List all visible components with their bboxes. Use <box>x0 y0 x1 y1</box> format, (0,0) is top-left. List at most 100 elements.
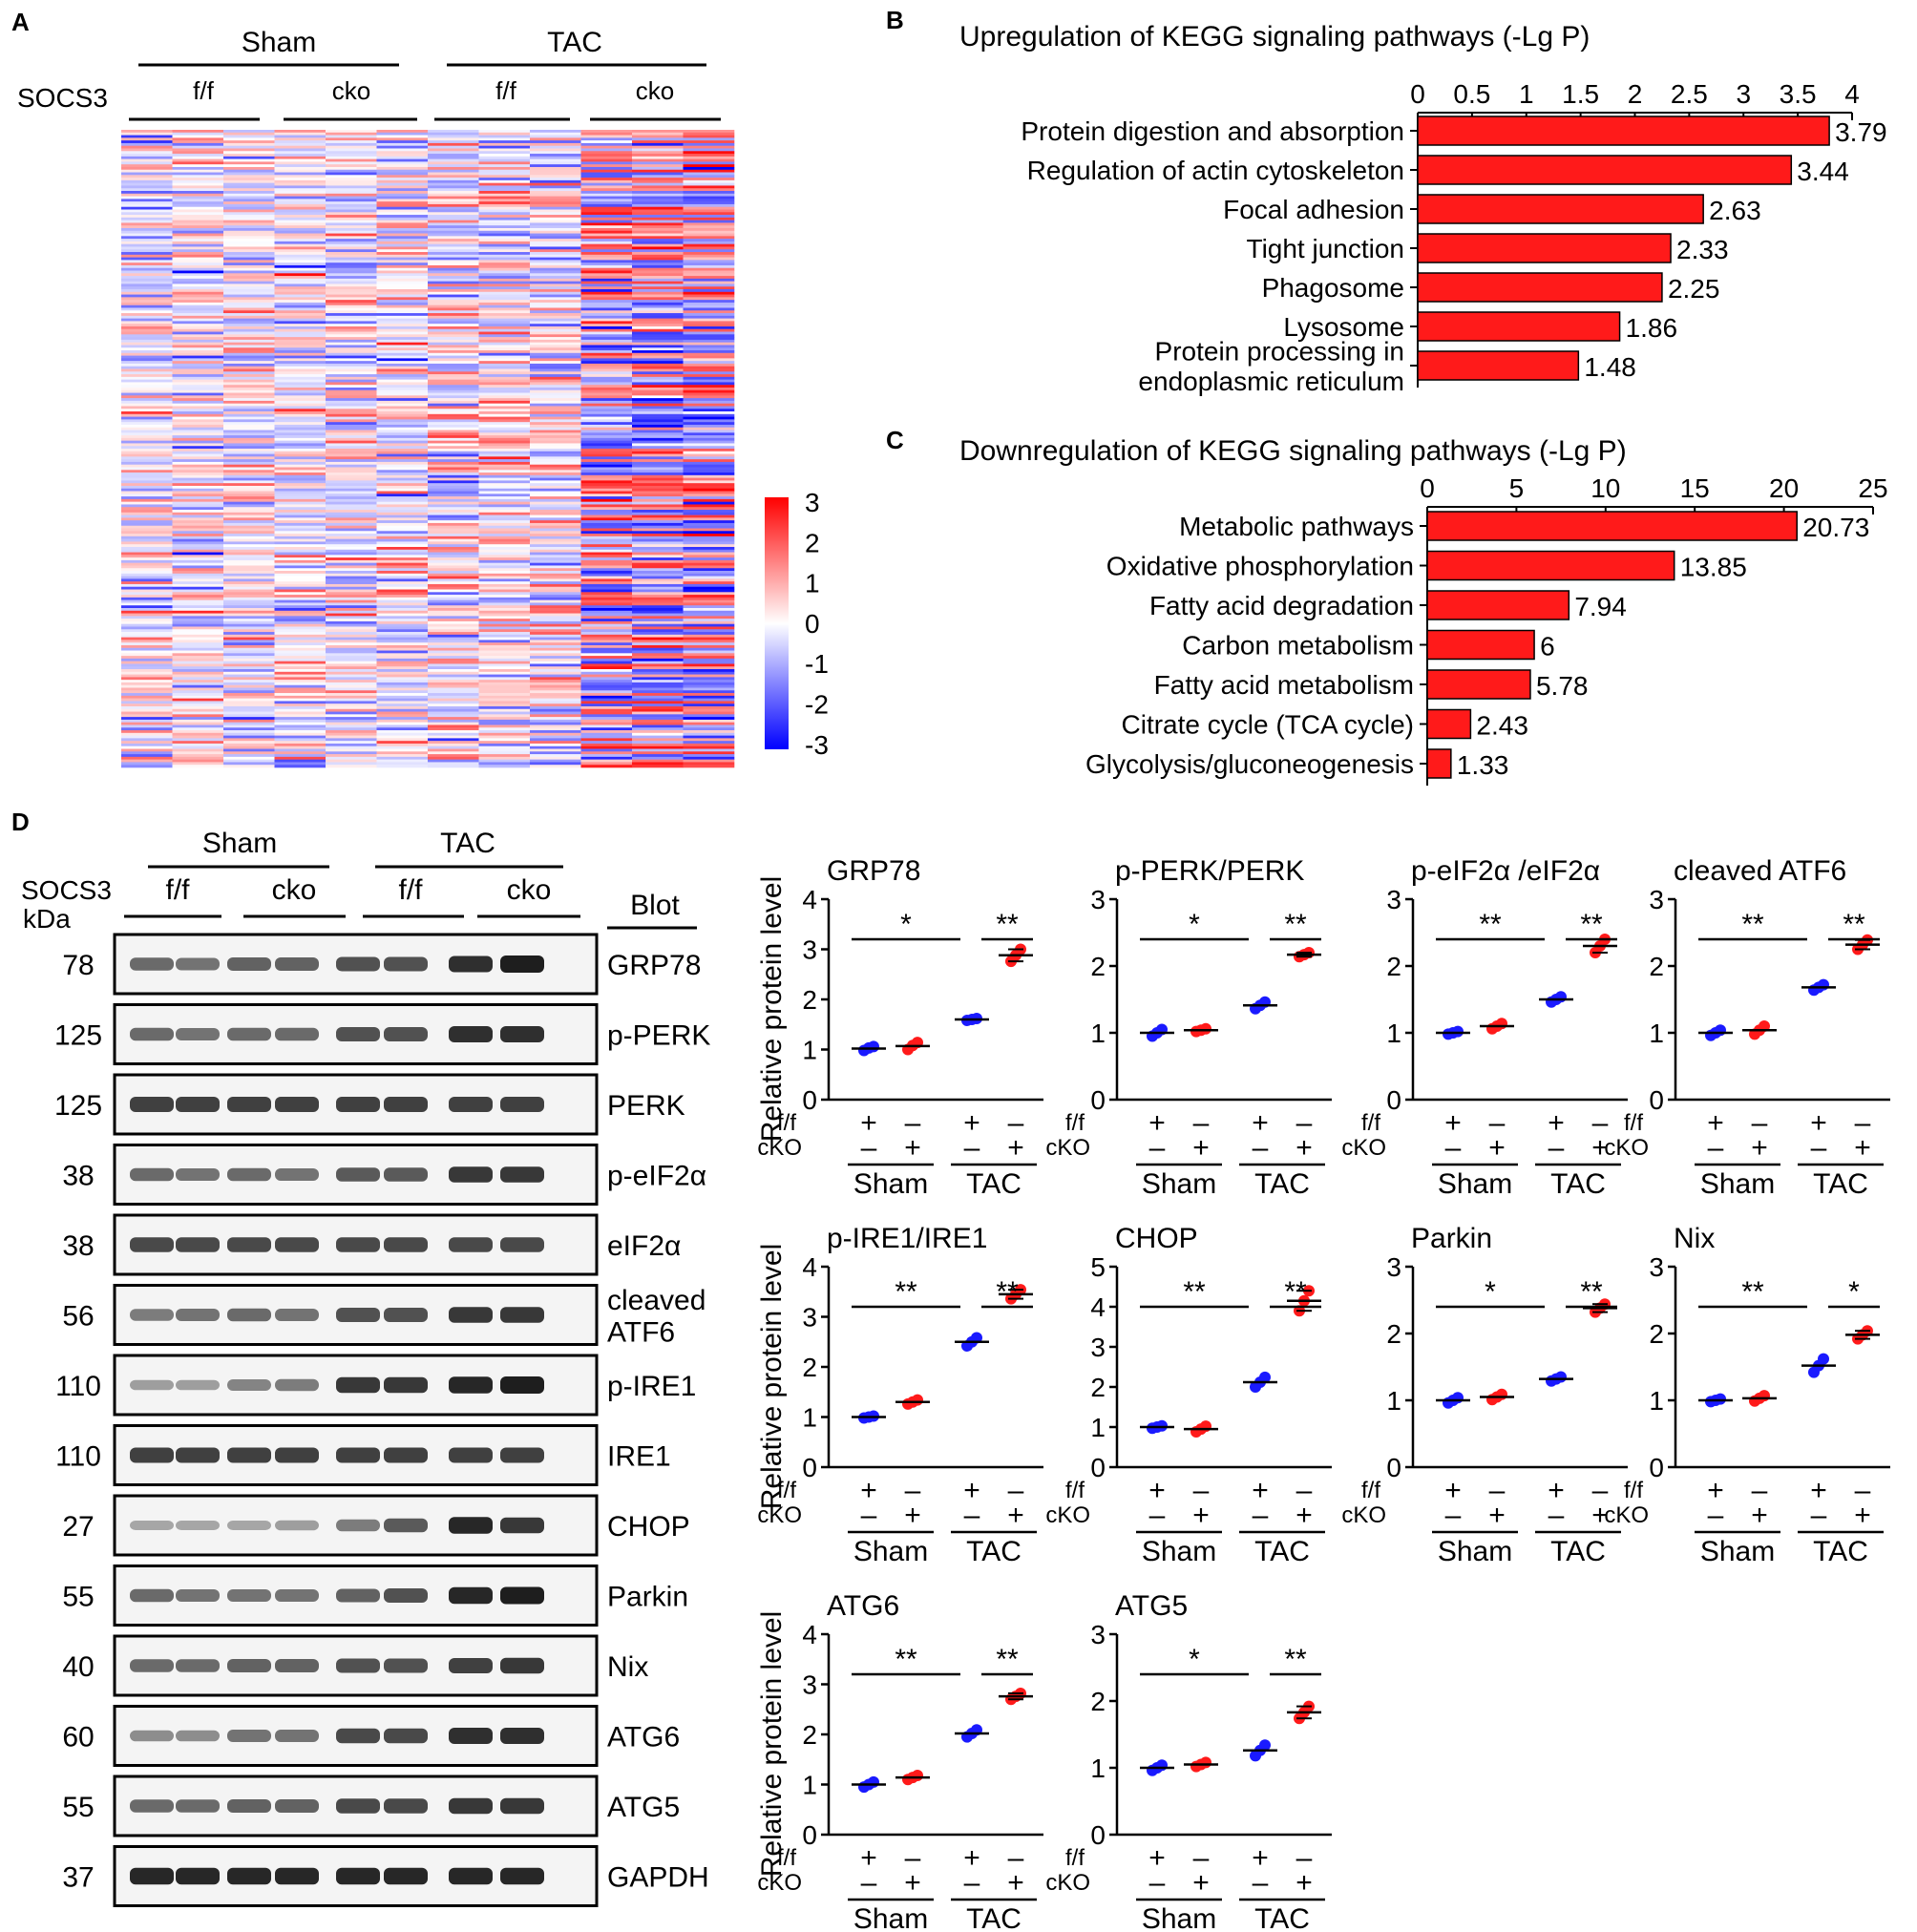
heatmap-cell <box>683 392 735 396</box>
heatmap-cell <box>172 552 224 556</box>
heatmap-cell <box>326 371 377 375</box>
heatmap-cell <box>632 209 684 213</box>
heatmap-cell <box>223 215 275 219</box>
heatmap-cell <box>274 446 327 450</box>
heatmap-cell <box>580 562 633 566</box>
heatmap-cell <box>376 608 429 612</box>
heatmap-cell <box>580 472 633 476</box>
data-point <box>912 1394 923 1406</box>
heatmap-cell <box>478 363 531 368</box>
blot-protein-label: cleaved ATF6 <box>607 1285 706 1349</box>
heatmap-cell <box>683 549 735 553</box>
heatmap-cell <box>172 477 224 481</box>
heatmap-cell <box>326 666 377 670</box>
heatmap-cell <box>428 156 479 159</box>
heatmap-cell <box>376 682 429 686</box>
x-tick-label: 1 <box>1519 79 1534 109</box>
heatmap-cell <box>683 435 735 439</box>
heatmap-cell <box>223 284 275 287</box>
heatmap-cell <box>428 324 479 327</box>
heatmap-cell <box>580 193 633 197</box>
heatmap-cell <box>274 578 327 582</box>
blot-band <box>449 1097 493 1112</box>
heatmap-cell <box>274 236 327 240</box>
heatmap-cell <box>274 534 327 537</box>
heatmap-cell <box>428 437 479 441</box>
heatmap-cell <box>376 368 429 372</box>
heatmap-cell <box>632 640 684 643</box>
ff-sign: – <box>1008 1475 1024 1506</box>
heatmap-cell <box>326 677 377 681</box>
heatmap-cell <box>274 289 327 293</box>
heatmap-cell <box>530 461 581 465</box>
blot-row: 110 IRE1 <box>55 1424 671 1486</box>
heatmap-cell <box>580 385 633 388</box>
heatmap-cell <box>683 403 735 407</box>
heatmap-cell <box>428 765 479 768</box>
heatmap-cell <box>121 443 173 447</box>
heatmap-cell <box>683 765 735 768</box>
blot-header: Sham TAC SOCS3 f/f cko f/f cko kDa Blot <box>21 828 697 934</box>
y-tick-label: 1 <box>802 1771 817 1800</box>
heatmap-cell <box>428 422 479 426</box>
heatmap-cell <box>632 480 684 484</box>
heatmap-cell <box>428 619 479 622</box>
heatmap-cell <box>223 605 275 609</box>
heatmap-cell <box>376 510 429 514</box>
group-label-sham: Sham <box>853 1536 928 1567</box>
heatmap-cell <box>580 669 633 673</box>
heatmap-cell <box>326 730 377 734</box>
heatmap-cell <box>223 379 275 383</box>
heatmap-cell <box>683 310 735 314</box>
heatmap-cell <box>376 517 429 521</box>
heatmap-cell <box>172 693 224 697</box>
blot-protein-label: Nix <box>607 1651 648 1683</box>
heatmap-cell <box>580 339 633 343</box>
significance-label: ** <box>1284 909 1307 940</box>
heatmap-cell <box>428 759 479 763</box>
heatmap-cell <box>121 656 173 660</box>
heatmap-cell <box>376 693 429 697</box>
heatmap-cell <box>683 432 735 436</box>
heatmap-cell <box>121 411 173 415</box>
heatmap-cell <box>223 241 275 244</box>
heatmap-cell <box>428 358 479 362</box>
heatmap-cell <box>326 398 377 402</box>
heatmap-cell <box>478 264 531 269</box>
ff-sign: + <box>963 1842 980 1874</box>
heatmap-cell <box>530 568 581 572</box>
heatmap-cell <box>530 629 581 633</box>
significance-label: ** <box>1284 1644 1307 1675</box>
group-label-sham: Sham <box>1700 1536 1775 1567</box>
heatmap-cell <box>530 385 581 388</box>
heatmap-cell <box>376 175 429 178</box>
heatmap-cell <box>121 674 173 678</box>
heatmap-cell <box>478 419 531 423</box>
heatmap-cell <box>121 294 173 298</box>
heatmap-cell <box>376 188 429 192</box>
heatmap-cell <box>326 313 377 317</box>
heatmap-cell <box>478 334 531 338</box>
heatmap-cell <box>683 148 735 152</box>
heatmap-cell <box>478 310 531 314</box>
heatmap-cell <box>223 693 275 697</box>
heatmap-cell <box>376 376 429 380</box>
heatmap-cell <box>121 161 173 165</box>
heatmap-cell <box>326 385 377 388</box>
heatmap-cell <box>632 647 684 651</box>
heatmap-cell <box>632 286 684 290</box>
heatmap-cell <box>274 196 327 200</box>
heatmap-cell <box>223 576 275 579</box>
heatmap-cell <box>530 724 581 728</box>
heatmap-cell <box>376 212 429 216</box>
heatmap-cell <box>172 196 224 200</box>
heatmap-cell <box>274 456 327 460</box>
heatmap-cell <box>326 227 377 232</box>
heatmap-cell <box>223 267 275 271</box>
heatmap-cell <box>121 759 173 763</box>
heatmap-cell <box>326 175 377 178</box>
heatmap-cell <box>683 541 735 545</box>
heatmap-cell <box>530 544 581 548</box>
heatmap-cell <box>376 227 429 232</box>
heatmap-cell <box>223 682 275 686</box>
